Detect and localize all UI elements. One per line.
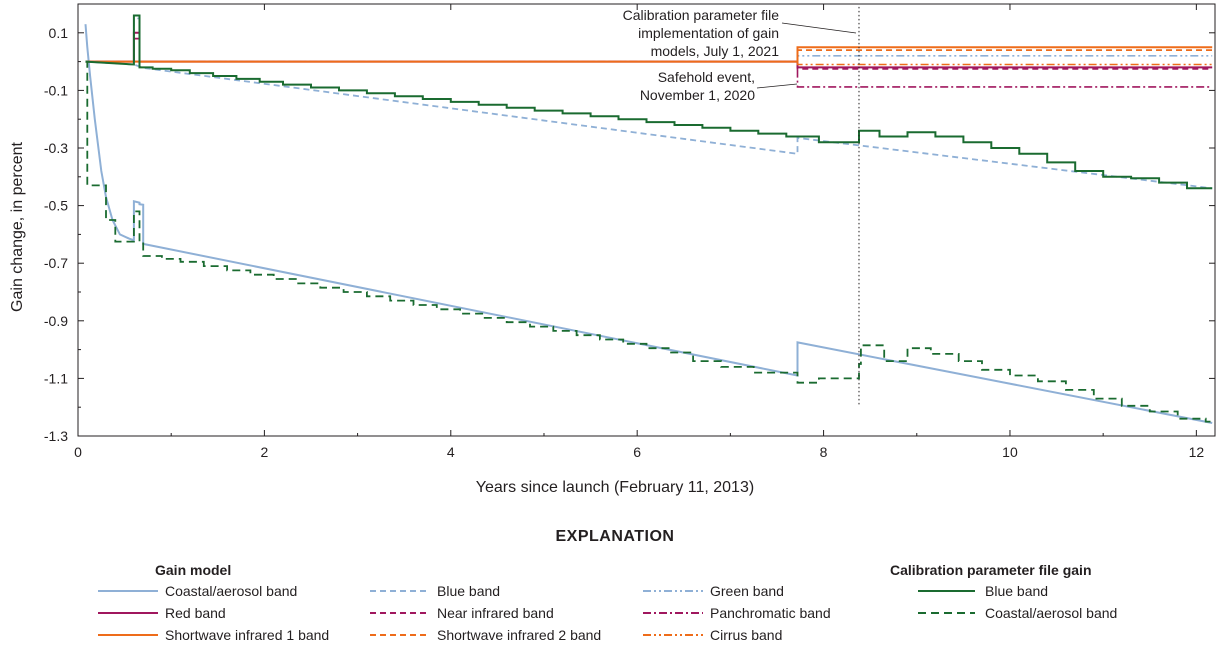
annotation-cpf-line: implementation of gain: [638, 25, 779, 41]
legend-label-panchromatic-band: Panchromatic band: [710, 605, 831, 621]
y-tick-label: -0.7: [44, 255, 68, 271]
legend-cpf-label-blue-band: Blue band: [985, 583, 1048, 599]
series-model-blue-band: [85, 60, 1213, 190]
annotation-cpf-line: models, July 1, 2021: [651, 43, 780, 59]
x-axis-ticks: 0 2 4 6 8 10 12: [74, 4, 1204, 460]
x-tick-label: 10: [1002, 444, 1018, 460]
series-model-coastal-aerosol-band: [84, 24, 1213, 424]
annotation-safehold-leader: [756, 83, 798, 89]
y-axis-ticks: 0.1 -0.1 -0.3 -0.5 -0.7 -0.9 -1.1 -1.3: [44, 25, 1215, 444]
legend-label-near-infrared-band: Near infrared band: [437, 605, 554, 621]
y-tick-label: -1.1: [44, 370, 68, 386]
legend-cpf-label-coastal-aerosol-band: Coastal/aerosol band: [985, 605, 1117, 621]
annotation-cpf-leader: [781, 22, 857, 34]
annotation-cpf-line: Calibration parameter file: [623, 7, 780, 23]
y-tick-label: -0.9: [44, 313, 68, 329]
legend-label-cirrus-band: Cirrus band: [710, 627, 782, 643]
legend-items: Coastal/aerosol band Blue band Green band R…: [98, 583, 1117, 643]
annotation-safehold-line: November 1, 2020: [640, 87, 755, 103]
x-tick-label: 0: [74, 444, 82, 460]
legend-label-blue-band: Blue band: [437, 583, 500, 599]
legend-label-shortwave-infrared-2-band: Shortwave infrared 2 band: [437, 627, 601, 643]
y-tick-label: -0.1: [44, 82, 68, 98]
plot-frame: [77, 3, 1216, 437]
legend-cpf-header: Calibration parameter file gain: [890, 562, 1092, 578]
annotations: Calibration parameter file implementation…: [623, 7, 857, 103]
legend-gain-model-header: Gain model: [155, 562, 231, 578]
series-model-shortwave-infrared-1-band: [85, 46, 1213, 63]
series-cpf-blue-band: [85, 14, 1213, 190]
legend-label-coastal-aerosol-band: Coastal/aerosol band: [165, 583, 297, 599]
series-model-cirrus-band: [796, 61, 1213, 66]
series-layer: [84, 14, 1213, 424]
legend-title: EXPLANATION: [556, 528, 675, 545]
x-axis-label: Years since launch (February 11, 2013): [476, 479, 754, 496]
x-tick-label: 4: [447, 444, 455, 460]
x-tick-label: 6: [633, 444, 641, 460]
x-tick-label: 8: [820, 444, 828, 460]
legend-label-green-band: Green band: [710, 583, 784, 599]
y-tick-label: 0.1: [49, 25, 69, 41]
y-tick-label: -0.3: [44, 140, 68, 156]
y-axis-label: Gain change, in percent: [9, 142, 26, 312]
x-tick-label: 2: [260, 444, 268, 460]
x-tick-label: 12: [1189, 444, 1205, 460]
y-tick-label: -1.3: [44, 428, 68, 444]
legend-label-red-band: Red band: [165, 605, 226, 621]
legend-label-shortwave-infrared-1-band: Shortwave infrared 1 band: [165, 627, 329, 643]
annotation-safehold-line: Safehold event,: [658, 69, 755, 85]
y-tick-label: -0.5: [44, 198, 68, 214]
series-cpf-coastal-aerosol-band: [85, 60, 1213, 423]
